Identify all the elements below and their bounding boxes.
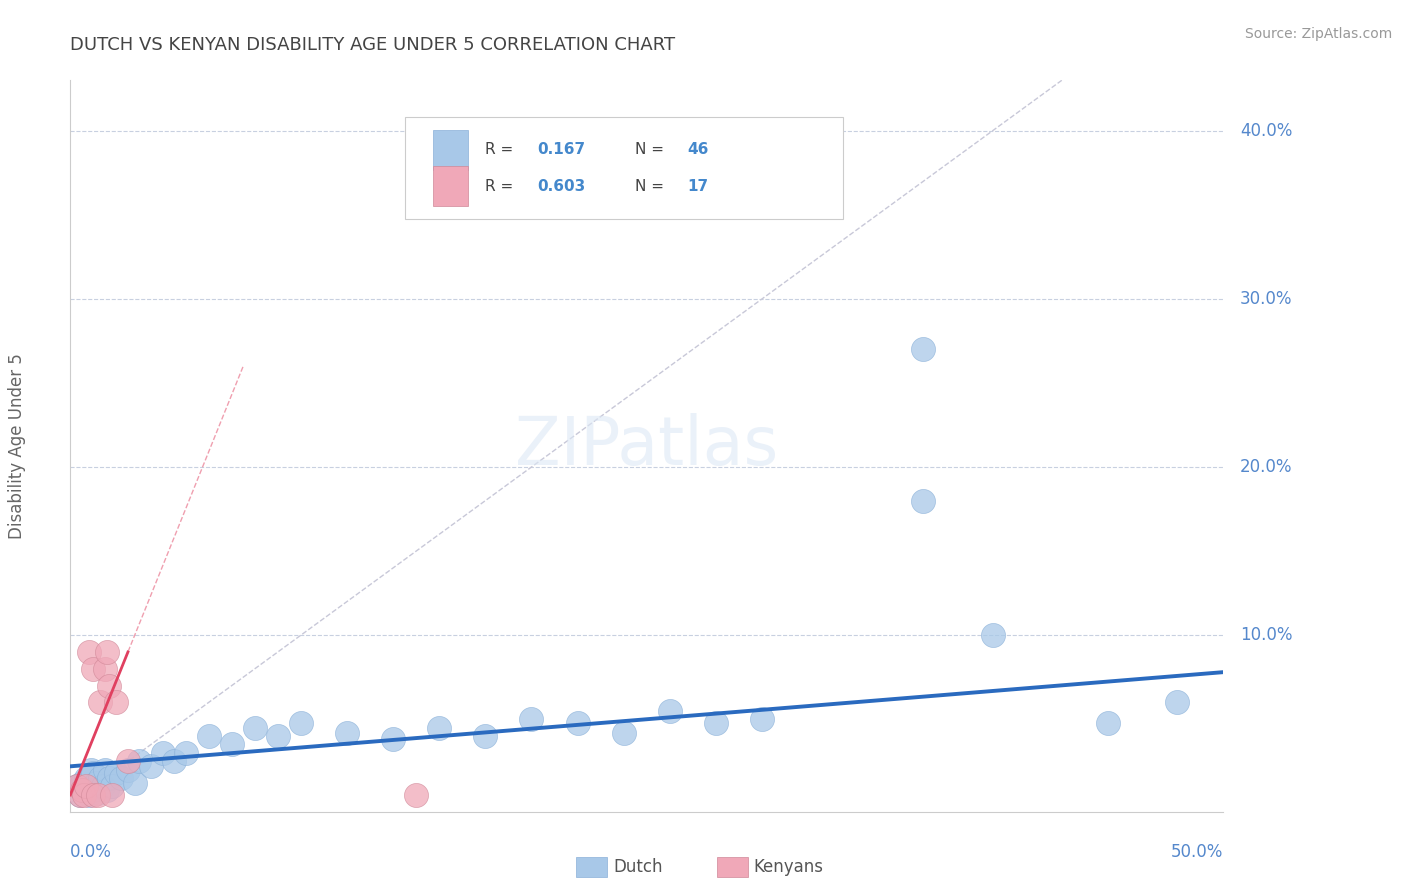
Point [77,788,100,802]
Point [110,771,132,785]
Point [117,763,139,777]
Text: R =: R = [485,142,519,157]
Point [80,763,103,777]
Point [96,782,118,797]
Point [82,766,104,780]
Point [174,746,197,760]
Point [981,628,1004,642]
Point [94,763,117,777]
Text: 46: 46 [688,142,709,157]
Point [1097,715,1119,730]
Text: 20.0%: 20.0% [1240,458,1292,476]
Text: Disability Age Under 5: Disability Age Under 5 [8,353,25,539]
Point [105,766,128,780]
Point [520,712,543,726]
Point [658,704,681,718]
Text: 17: 17 [688,178,709,194]
Point [82,788,104,802]
Text: Dutch: Dutch [613,858,662,876]
Point [69,788,91,802]
Point [101,788,124,802]
Point [336,725,359,739]
Bar [433,166,468,206]
Text: 0.167: 0.167 [537,142,585,157]
Point [474,729,496,743]
Point [82,782,104,797]
Point [77,645,100,659]
Point [405,788,427,802]
Point [290,715,312,730]
Point [1166,695,1188,709]
Point [94,662,117,676]
Point [96,645,118,659]
Text: N =: N = [636,142,669,157]
Text: 0.0%: 0.0% [70,843,112,861]
Point [69,788,91,802]
Point [243,721,266,735]
Point [117,754,139,768]
Point [197,729,219,743]
Text: 10.0%: 10.0% [1240,626,1292,644]
Text: 40.0%: 40.0% [1240,121,1292,140]
Point [66,780,89,794]
Point [98,771,121,785]
Point [221,738,243,752]
Point [70,776,93,790]
FancyBboxPatch shape [405,117,842,219]
Text: R =: R = [485,178,519,194]
Text: N =: N = [636,178,669,194]
Point [70,782,93,797]
Point [73,782,96,797]
Point [139,759,162,773]
Point [267,729,290,743]
Point [89,771,111,785]
Point [75,771,97,785]
Text: 50.0%: 50.0% [1171,843,1223,861]
Point [82,662,104,676]
Point [613,725,636,739]
Point [87,788,110,802]
Point [163,754,186,768]
Point [89,695,111,709]
Point [105,695,128,709]
Point [98,679,121,693]
Point [75,780,97,794]
Text: DUTCH VS KENYAN DISABILITY AGE UNDER 5 CORRELATION CHART: DUTCH VS KENYAN DISABILITY AGE UNDER 5 C… [70,36,675,54]
Point [101,780,124,794]
Point [73,788,96,802]
Point [912,493,935,508]
Text: 30.0%: 30.0% [1240,290,1292,308]
Point [152,746,174,760]
Point [751,712,773,726]
Point [128,754,150,768]
Point [87,786,110,800]
Point [567,715,589,730]
Point [704,715,727,730]
Point [124,776,146,790]
Text: ZIPatlas: ZIPatlas [515,413,779,479]
Point [912,343,935,357]
Point [84,776,107,790]
Text: Source: ZipAtlas.com: Source: ZipAtlas.com [1244,27,1392,41]
Bar [433,129,468,169]
Text: 0.603: 0.603 [537,178,585,194]
Text: Kenyans: Kenyans [754,858,824,876]
Point [66,780,89,794]
Point [427,721,450,735]
Point [91,780,114,794]
Point [382,732,405,747]
